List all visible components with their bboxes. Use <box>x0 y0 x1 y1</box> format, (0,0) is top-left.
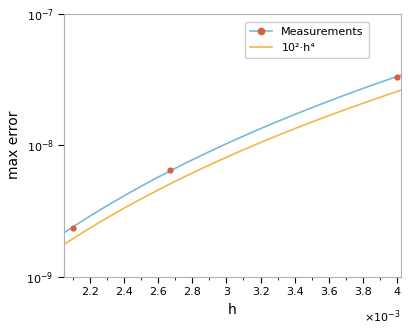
Text: $\times10^{-3}$: $\times10^{-3}$ <box>364 308 401 325</box>
Y-axis label: max error: max error <box>7 111 21 179</box>
X-axis label: h: h <box>228 303 237 317</box>
Legend: Measurements, 10²·h⁴: Measurements, 10²·h⁴ <box>245 22 369 58</box>
